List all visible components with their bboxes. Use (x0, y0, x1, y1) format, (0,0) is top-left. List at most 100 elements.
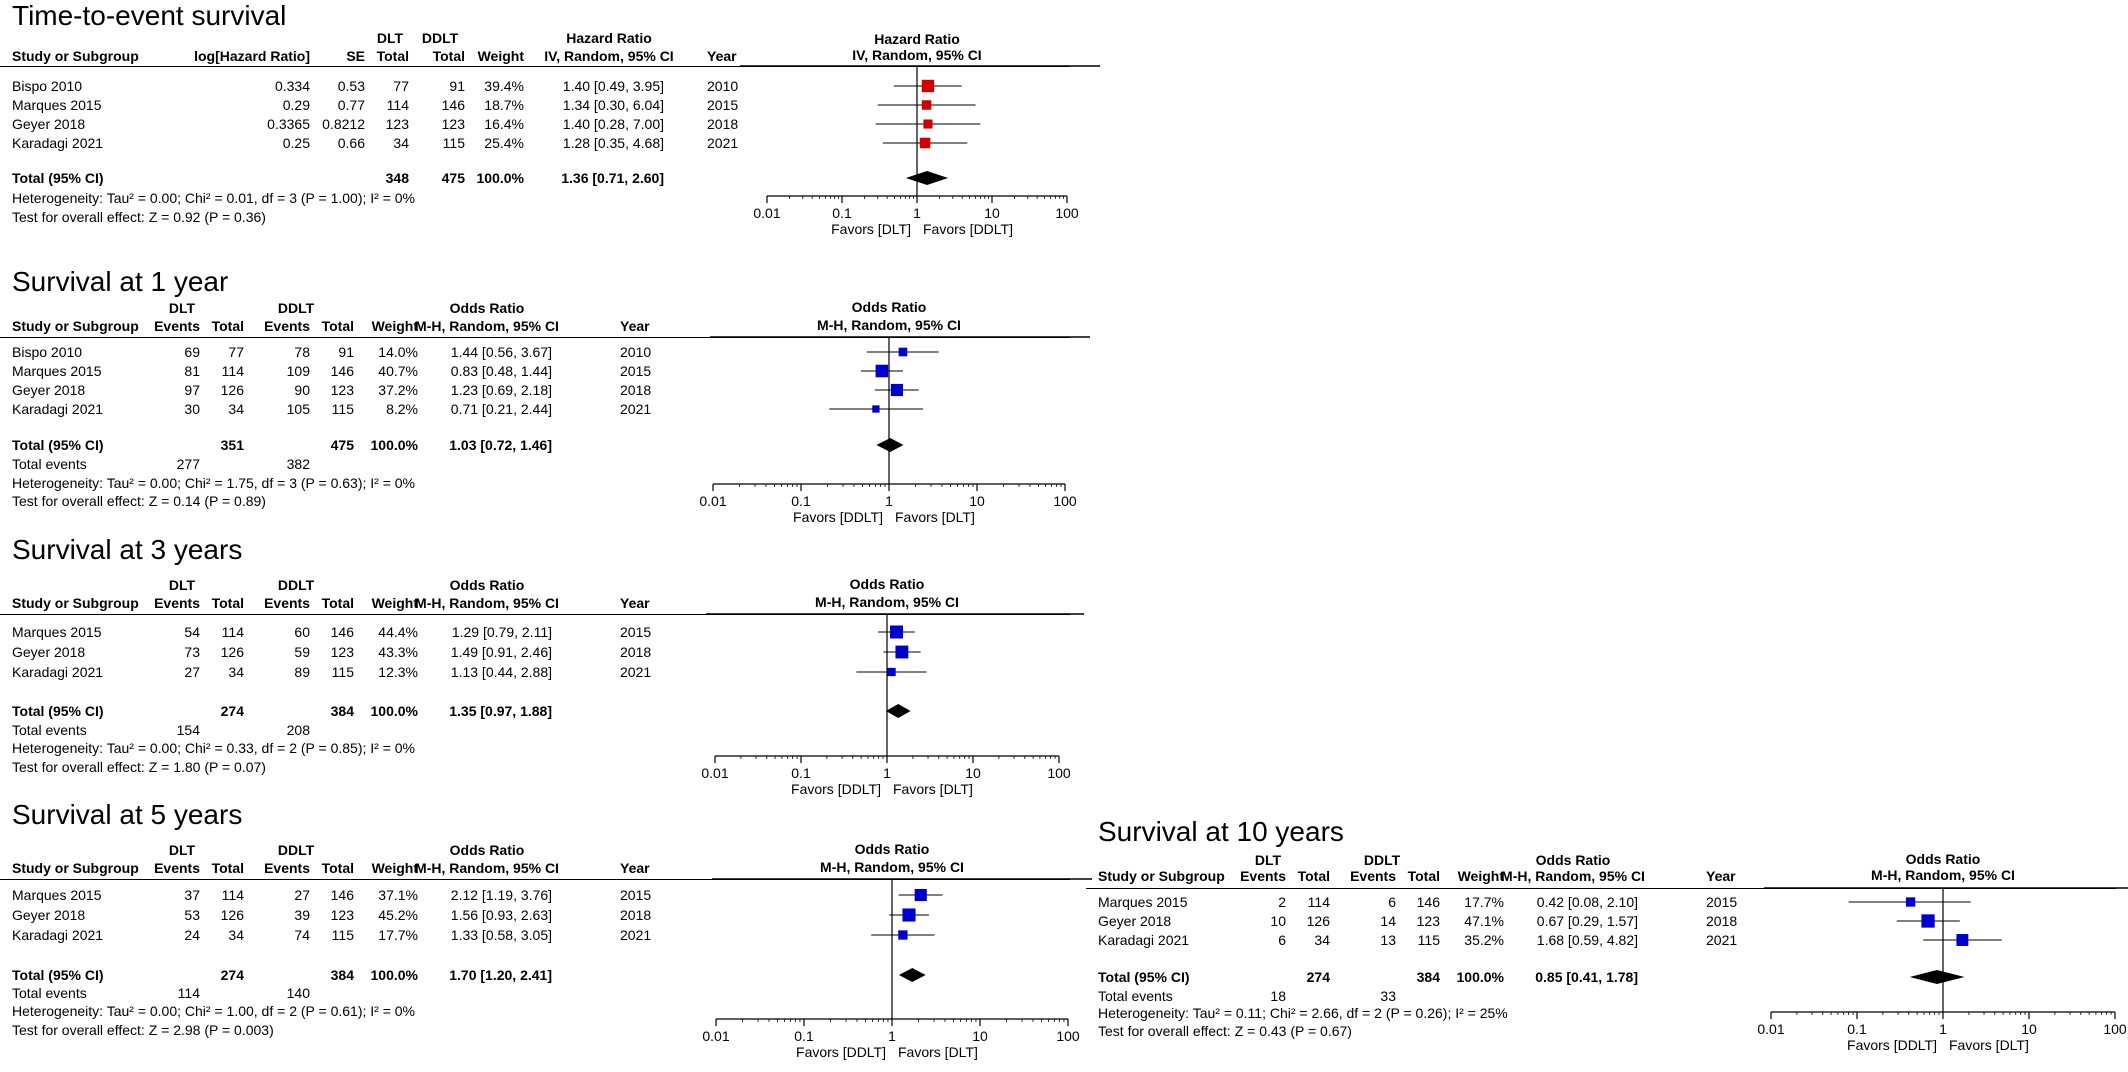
study-name: Karadagi 2021 (12, 401, 104, 417)
study-year: 2015 (1706, 894, 1738, 910)
study-weight: 39.4% (484, 78, 524, 94)
header-divider (0, 66, 1070, 67)
plot-method-title: M-H, Random, 95% CI (815, 594, 959, 610)
total-b-column-header: Total (321, 595, 354, 611)
total-weight: 100.0% (476, 170, 524, 186)
total-a: 274 (220, 967, 244, 983)
study-total-a: 34 (228, 927, 244, 943)
study-weight: 37.2% (378, 382, 418, 398)
study-weight: 43.3% (378, 644, 418, 660)
x-tick-label: 1 (1939, 1021, 1947, 1037)
study-point-estimate (1956, 934, 1969, 946)
total-events-a: 18 (1270, 988, 1286, 1004)
study-total-b: 123 (441, 116, 465, 132)
forest-plot-panel: Survival at 1 year DLT DDLT Odds Ratio M-H, … (0, 262, 1090, 525)
study-year: 2018 (620, 644, 652, 660)
study-total-b: 123 (330, 644, 354, 660)
total-events-label: Total events (1098, 988, 1173, 1004)
method-header: M-H, Random, 95% CI (415, 595, 559, 611)
forest-plot: Odds Ratio M-H, Random, 95% CI 0.01 0.1 1 10 1… (699, 299, 1090, 525)
study-se: 0.77 (337, 97, 365, 113)
study-events-a: 6 (1278, 932, 1286, 948)
total-events-b: 33 (1380, 988, 1396, 1004)
study-name: Karadagi 2021 (12, 135, 104, 151)
total-weight: 100.0% (370, 703, 418, 719)
study-weight: 8.2% (386, 401, 418, 417)
group-b-header: DDLT (277, 842, 315, 858)
overall-effect-text: Test for overall effect: Z = 2.98 (P = 0… (12, 1022, 274, 1038)
study-weight: 47.1% (1464, 913, 1504, 929)
study-total-a: 34 (228, 664, 244, 680)
study-ci: 0.83 [0.48, 1.44] (450, 363, 552, 379)
study-events-a: 53 (184, 907, 200, 923)
x-tick-label: 0.01 (1757, 1021, 1784, 1037)
total-ci: 0.85 [0.41, 1.78] (1535, 969, 1638, 985)
study-column-header: Study or Subgroup (12, 318, 139, 334)
study-ci: 1.23 [0.69, 2.18] (450, 382, 552, 398)
study-ci: 1.44 [0.56, 3.67] (450, 344, 552, 360)
study-total-a: 126 (220, 382, 244, 398)
study-total-b: 123 (1416, 913, 1440, 929)
study-ci: 1.28 [0.35, 4.68] (562, 135, 664, 151)
study-ci: 0.42 [0.08, 2.10] (1536, 894, 1638, 910)
study-ci: 1.13 [0.44, 2.88] (450, 664, 552, 680)
total-weight: 100.0% (370, 967, 418, 983)
total-events-a: 114 (177, 985, 200, 1001)
x-tick-label: 100 (2103, 1021, 2127, 1037)
study-total-a: 114 (221, 624, 244, 640)
x-tick-label: 100 (1053, 493, 1077, 509)
plot-measure-title: Odds Ratio (850, 576, 925, 592)
events-a-column-header: Events (154, 318, 200, 334)
total-label: Total (95% CI) (12, 170, 104, 186)
total-events-label: Total events (12, 985, 87, 1001)
study-year: 2010 (620, 344, 652, 360)
study-total-b: 115 (1417, 932, 1440, 948)
study-year: 2010 (707, 78, 739, 94)
study-weight: 44.4% (378, 624, 418, 640)
events-a-column-header: Events (154, 860, 200, 876)
events-a-column-header: Events (154, 595, 200, 611)
events-b-column-header: Events (264, 860, 310, 876)
measure-header: Odds Ratio (1535, 852, 1611, 868)
study-weight: 25.4% (484, 135, 524, 151)
study-ci: 1.56 [0.93, 2.63] (450, 907, 552, 923)
study-total-a: 34 (228, 401, 244, 417)
favors-left-label: Favors [DDLT] (791, 781, 881, 797)
study-events-a: 69 (184, 344, 200, 360)
study-total-a: 114 (221, 887, 244, 903)
study-name: Bispo 2010 (12, 78, 83, 94)
study-name: Bispo 2010 (12, 344, 83, 360)
study-events-a: 73 (184, 644, 200, 660)
study-total-b: 115 (331, 927, 354, 943)
total-events-label: Total events (12, 456, 87, 472)
study-point-estimate (890, 383, 903, 397)
study-total-b: 115 (331, 401, 354, 417)
study-name: Marques 2015 (12, 363, 102, 379)
total-events-b: 382 (286, 456, 310, 472)
heterogeneity-text: Heterogeneity: Tau² = 0.11; Chi² = 2.66,… (1098, 1005, 1508, 1021)
study-total-a: 77 (393, 78, 409, 94)
study-name: Geyer 2018 (12, 116, 86, 132)
total-events-b: 208 (286, 722, 310, 738)
study-year: 2021 (620, 401, 652, 417)
study-ci: 2.12 [1.19, 3.76] (450, 887, 552, 903)
total-b: 384 (330, 967, 354, 983)
study-year: 2018 (707, 116, 739, 132)
study-year: 2015 (620, 624, 652, 640)
panel-title: Survival at 1 year (12, 266, 229, 297)
x-tick-label: 0.01 (701, 765, 728, 781)
study-name: Geyer 2018 (12, 644, 86, 660)
total-events-a: 154 (176, 722, 200, 738)
total-weight: 100.0% (1456, 969, 1504, 985)
panel-title: Time-to-event survival (12, 0, 287, 31)
study-total-a: 77 (228, 344, 244, 360)
study-year: 2021 (620, 927, 652, 943)
study-total-b: 146 (330, 887, 354, 903)
total-a: 274 (1306, 969, 1330, 985)
total-events-a: 277 (176, 456, 200, 472)
favors-left-label: Favors [DLT] (831, 221, 911, 237)
weight-column-header: Weight (371, 860, 418, 876)
study-loghr: 0.3365 (267, 116, 310, 132)
study-point-estimate (914, 888, 927, 902)
